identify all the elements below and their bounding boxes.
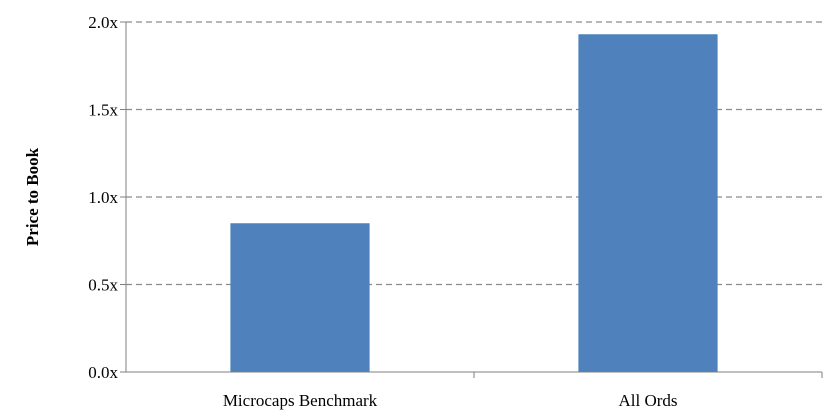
bar bbox=[578, 34, 718, 372]
y-tick-labels: 0.0x 0.5x 1.0x 1.5x 2.0x bbox=[88, 13, 118, 382]
bars bbox=[230, 34, 718, 372]
y-tick-label: 1.5x bbox=[88, 101, 118, 120]
y-tick-label: 0.0x bbox=[88, 363, 118, 382]
x-tick-label: All Ords bbox=[618, 391, 677, 410]
x-tick-labels: Microcaps Benchmark All Ords bbox=[223, 391, 678, 410]
y-tick-label: 0.5x bbox=[88, 276, 118, 295]
y-axis-title: Price to Book bbox=[23, 147, 42, 246]
axes bbox=[120, 21, 823, 378]
bar bbox=[230, 223, 370, 372]
y-tick-label: 1.0x bbox=[88, 188, 118, 207]
x-tick-label: Microcaps Benchmark bbox=[223, 391, 378, 410]
y-tick-label: 2.0x bbox=[88, 13, 118, 32]
